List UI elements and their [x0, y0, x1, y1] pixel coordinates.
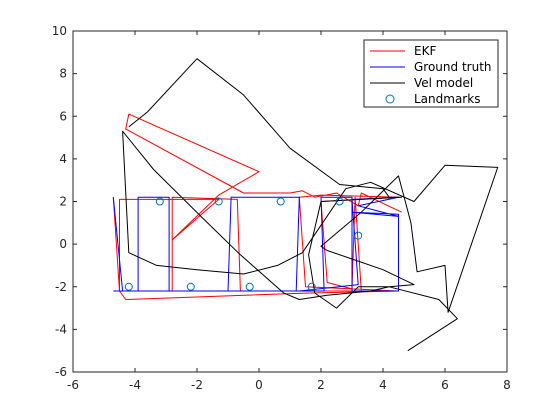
x-tick-label: 8 [503, 378, 511, 392]
legend: EKF Ground truth Vel model Landmarks [363, 39, 499, 108]
landmark-point [354, 231, 363, 240]
landmark-point [307, 282, 316, 291]
y-tick-label: 2 [59, 195, 67, 209]
legend-label-vel-model: Vel model [414, 76, 473, 90]
y-tick-label: -6 [55, 365, 67, 379]
landmark-point [335, 197, 344, 206]
landmark-point [124, 282, 133, 291]
series-layer [112, 58, 499, 352]
landmark-point [245, 282, 254, 291]
x-tick-label: 6 [441, 378, 449, 392]
x-tick-label: -6 [67, 378, 79, 392]
y-axis: -6 -4 -2 0 2 4 6 8 10 [52, 24, 507, 379]
x-tick-label: 2 [317, 378, 325, 392]
x-tick-label: 0 [255, 378, 263, 392]
y-tick-label: -4 [55, 322, 67, 336]
y-tick-label: -2 [55, 280, 67, 294]
legend-label-ekf: EKF [414, 44, 436, 58]
x-tick-label: -4 [129, 378, 141, 392]
y-tick-label: 6 [59, 109, 67, 123]
legend-label-landmarks: Landmarks [414, 92, 480, 106]
series-line-vel-model [122, 58, 499, 352]
y-tick-label: 8 [59, 67, 67, 81]
landmark-point [276, 197, 285, 206]
landmark-point [186, 282, 195, 291]
series-line-ekf [112, 113, 402, 300]
landmark-layer [124, 197, 363, 291]
x-tick-label: -2 [191, 378, 203, 392]
x-tick-label: 4 [379, 378, 387, 392]
x-axis: -6 -4 -2 0 2 4 6 8 [67, 31, 511, 392]
legend-label-ground-truth: Ground truth [414, 60, 492, 74]
y-tick-label: 10 [52, 24, 67, 38]
y-tick-label: 0 [59, 237, 67, 251]
landmark-point [155, 197, 164, 206]
y-tick-label: 4 [59, 152, 67, 166]
landmark-point [214, 197, 223, 206]
legend-marker-landmarks [385, 94, 395, 104]
